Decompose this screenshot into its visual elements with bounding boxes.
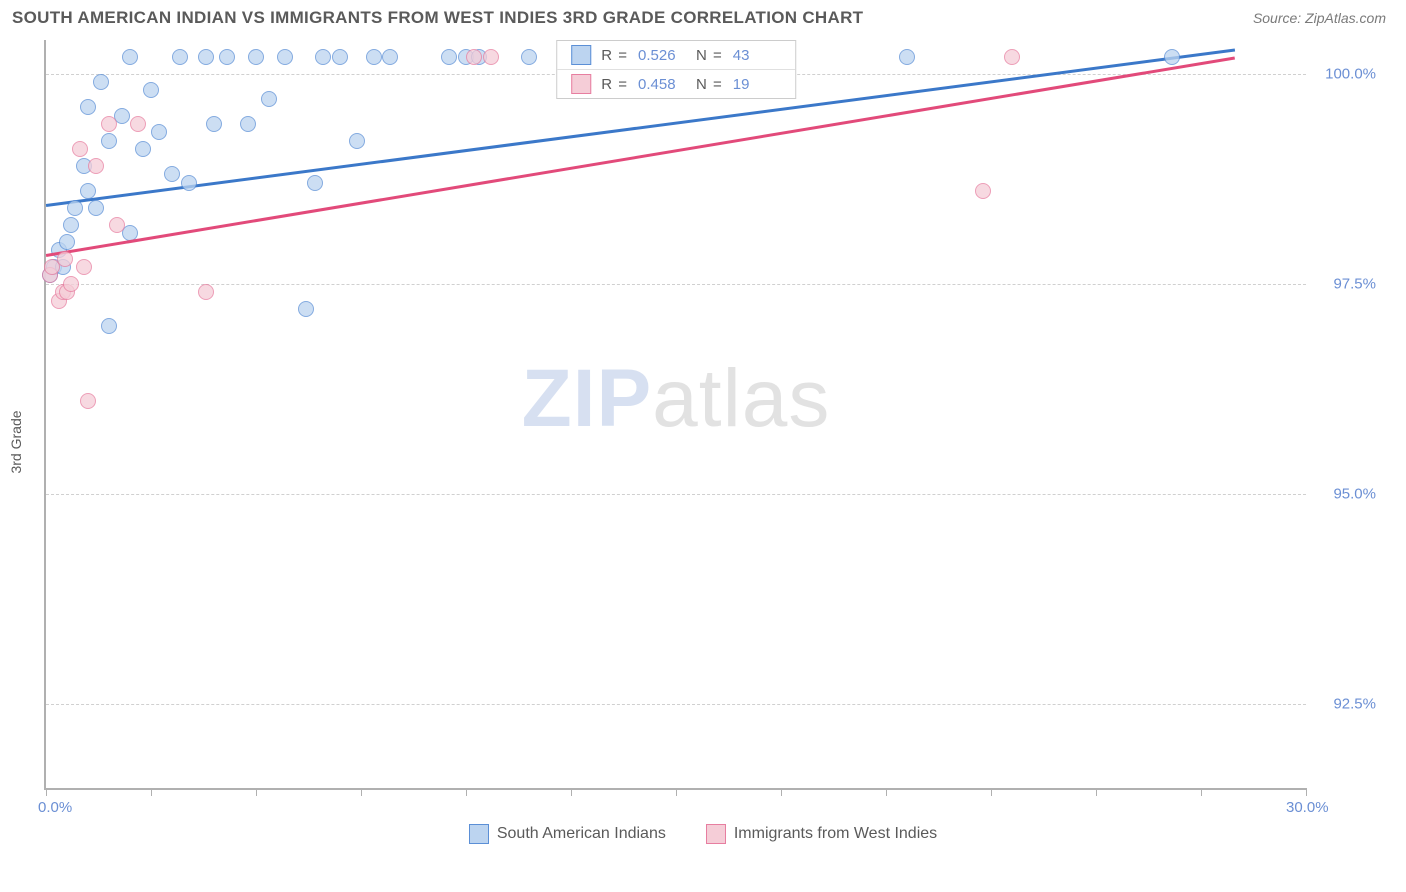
data-point xyxy=(382,49,398,65)
data-point xyxy=(248,49,264,65)
data-point xyxy=(101,133,117,149)
data-point xyxy=(63,276,79,292)
data-point xyxy=(366,49,382,65)
series-legend: South American Indians Immigrants from W… xyxy=(0,824,1406,844)
x-tick xyxy=(571,788,572,796)
watermark: ZIPatlas xyxy=(522,352,831,446)
legend-swatch-a xyxy=(469,824,489,844)
data-point xyxy=(76,259,92,275)
data-point xyxy=(172,49,188,65)
data-point xyxy=(1164,49,1180,65)
swatch-series-b xyxy=(571,74,591,94)
data-point xyxy=(1004,49,1020,65)
x-tick xyxy=(886,788,887,796)
data-point xyxy=(57,251,73,267)
data-point xyxy=(219,49,235,65)
data-point xyxy=(164,166,180,182)
data-point xyxy=(59,234,75,250)
x-tick xyxy=(151,788,152,796)
data-point xyxy=(122,49,138,65)
data-point xyxy=(67,200,83,216)
n-value-b: 19 xyxy=(733,76,781,93)
data-point xyxy=(181,175,197,191)
x-tick-label-max: 30.0% xyxy=(1286,799,1329,816)
watermark-zip: ZIP xyxy=(522,353,653,444)
data-point xyxy=(441,49,457,65)
chart-area: 3rd Grade ZIPatlas R = 0.526 N = 43 R = … xyxy=(0,32,1406,852)
legend-item-a: South American Indians xyxy=(469,824,666,844)
data-point xyxy=(332,49,348,65)
y-tick-label: 97.5% xyxy=(1333,275,1376,292)
swatch-series-a xyxy=(571,45,591,65)
data-point xyxy=(88,200,104,216)
x-tick-label-min: 0.0% xyxy=(38,799,72,816)
x-tick xyxy=(256,788,257,796)
data-point xyxy=(483,49,499,65)
stats-legend: R = 0.526 N = 43 R = 0.458 N = 19 xyxy=(556,40,796,99)
plot-region: ZIPatlas R = 0.526 N = 43 R = 0.458 N = … xyxy=(44,40,1306,790)
x-tick xyxy=(1306,788,1307,796)
chart-title: SOUTH AMERICAN INDIAN VS IMMIGRANTS FROM… xyxy=(12,8,863,28)
data-point xyxy=(349,133,365,149)
gridline xyxy=(46,704,1306,705)
data-point xyxy=(80,183,96,199)
chart-header: SOUTH AMERICAN INDIAN VS IMMIGRANTS FROM… xyxy=(0,0,1406,32)
stats-row-series-b: R = 0.458 N = 19 xyxy=(557,70,795,98)
y-tick-label: 92.5% xyxy=(1333,695,1376,712)
data-point xyxy=(101,116,117,132)
data-point xyxy=(135,141,151,157)
x-tick xyxy=(781,788,782,796)
watermark-atlas: atlas xyxy=(652,353,830,444)
legend-label-b: Immigrants from West Indies xyxy=(734,825,937,843)
n-label: N = xyxy=(696,47,723,64)
legend-item-b: Immigrants from West Indies xyxy=(706,824,937,844)
data-point xyxy=(261,91,277,107)
stats-row-series-a: R = 0.526 N = 43 xyxy=(557,41,795,70)
data-point xyxy=(80,99,96,115)
data-point xyxy=(298,301,314,317)
data-point xyxy=(80,393,96,409)
data-point xyxy=(206,116,222,132)
data-point xyxy=(198,49,214,65)
y-tick-label: 95.0% xyxy=(1333,485,1376,502)
y-axis-title: 3rd Grade xyxy=(8,410,24,473)
data-point xyxy=(88,158,104,174)
data-point xyxy=(307,175,323,191)
data-point xyxy=(466,49,482,65)
r-value-a: 0.526 xyxy=(638,47,686,64)
data-point xyxy=(198,284,214,300)
data-point xyxy=(101,318,117,334)
data-point xyxy=(277,49,293,65)
data-point xyxy=(63,217,79,233)
x-tick xyxy=(1201,788,1202,796)
legend-swatch-b xyxy=(706,824,726,844)
data-point xyxy=(143,82,159,98)
data-point xyxy=(521,49,537,65)
x-tick xyxy=(466,788,467,796)
data-point xyxy=(72,141,88,157)
r-label: R = xyxy=(601,76,628,93)
legend-label-a: South American Indians xyxy=(497,825,666,843)
data-point xyxy=(315,49,331,65)
data-point xyxy=(240,116,256,132)
x-tick xyxy=(676,788,677,796)
x-tick xyxy=(361,788,362,796)
gridline xyxy=(46,494,1306,495)
source-attribution: Source: ZipAtlas.com xyxy=(1253,10,1386,26)
x-tick xyxy=(46,788,47,796)
r-label: R = xyxy=(601,47,628,64)
x-tick xyxy=(991,788,992,796)
data-point xyxy=(93,74,109,90)
data-point xyxy=(151,124,167,140)
data-point xyxy=(975,183,991,199)
y-tick-label: 100.0% xyxy=(1325,65,1376,82)
data-point xyxy=(130,116,146,132)
r-value-b: 0.458 xyxy=(638,76,686,93)
x-tick xyxy=(1096,788,1097,796)
data-point xyxy=(109,217,125,233)
n-label: N = xyxy=(696,76,723,93)
data-point xyxy=(899,49,915,65)
n-value-a: 43 xyxy=(733,47,781,64)
gridline xyxy=(46,284,1306,285)
